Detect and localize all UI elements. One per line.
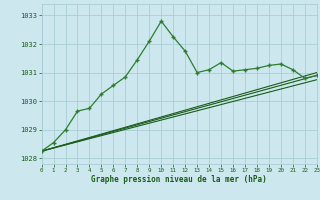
X-axis label: Graphe pression niveau de la mer (hPa): Graphe pression niveau de la mer (hPa) [91,175,267,184]
